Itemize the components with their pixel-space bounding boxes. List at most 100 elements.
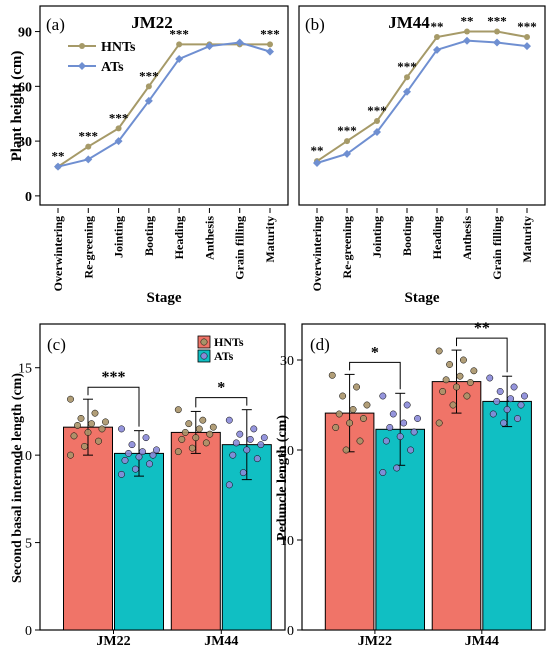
raw-data-point (77, 414, 85, 422)
raw-data-point (149, 451, 157, 459)
bar-at (114, 452, 164, 631)
significance-marker: ** (52, 149, 65, 164)
panel-b-xlabel: Stage (405, 290, 440, 306)
bar-hnt (170, 431, 221, 631)
raw-data-point (142, 434, 150, 442)
raw-data-point (243, 446, 251, 454)
data-point-at (54, 162, 62, 171)
panel-b: (b) JM44 Stage Overwintering Re-greening J… (298, 5, 546, 306)
y-tick-label: 90 (18, 26, 32, 41)
significance-marker: * (371, 344, 379, 361)
data-point-at (493, 38, 501, 47)
y-tick-label: 5 (25, 537, 32, 552)
panel-a-x-ticks: Overwintering Re-greening Jointing Booting H… (51, 208, 277, 291)
raw-data-point (363, 401, 371, 409)
x-tick-label: Booting (142, 216, 156, 256)
panel-a-ylabel: Plant height (cm) (9, 51, 25, 162)
panel-d-ylabel: Peduncle length (cm) (275, 415, 290, 541)
series-line-at (316, 39, 528, 164)
panel-a-xlabel: Stage (147, 290, 182, 306)
raw-data-point (353, 383, 360, 391)
data-point-hnt (404, 74, 410, 81)
raw-data-point (339, 392, 347, 400)
data-point-hnt (434, 34, 440, 41)
raw-data-point (174, 448, 182, 456)
raw-data-point (88, 420, 95, 428)
raw-data-point (449, 401, 457, 409)
panel-d-significance: *** (349, 320, 508, 390)
panel-a-legend: HNTs ATs (68, 40, 136, 75)
data-point-at (235, 38, 244, 47)
raw-data-point (489, 410, 497, 418)
legend-at-label: ATs (101, 60, 124, 75)
data-point-hnt (85, 143, 92, 150)
series-line-at (57, 41, 271, 168)
significance-marker: *** (517, 19, 537, 34)
raw-data-point (188, 444, 196, 452)
bar-hnt (63, 426, 113, 631)
panel-a-y-ticks: 0 30 60 90 (18, 26, 40, 205)
significance-bracket (195, 397, 248, 408)
raw-data-point (125, 449, 132, 457)
panel-c-y-ticks: 0 5 10 15 (18, 362, 40, 639)
raw-data-point (67, 451, 74, 459)
raw-data-point (225, 416, 233, 424)
raw-data-point (253, 455, 261, 463)
data-point-hnt (145, 83, 152, 90)
y-tick-label: 0 (25, 190, 32, 205)
y-tick-label: 30 (18, 135, 32, 150)
panel-c-bars (63, 395, 272, 631)
raw-data-point (460, 356, 467, 364)
data-point-at (205, 42, 214, 51)
significance-marker: ** (461, 14, 474, 29)
x-tick-label: Anthesis (202, 216, 216, 260)
panel-b-title: JM44 (388, 13, 430, 32)
x-tick-label: JM22 (96, 634, 130, 649)
raw-data-point (246, 435, 254, 443)
raw-data-point (503, 406, 511, 413)
significance-marker: *** (397, 59, 417, 74)
legend-c-at-dot (200, 352, 208, 360)
data-point-at (114, 137, 123, 146)
x-tick-label: Maturity (263, 216, 277, 263)
significance-marker: *** (367, 103, 387, 118)
data-point-at (463, 36, 471, 45)
raw-data-point (202, 439, 210, 447)
panel-b-series (313, 28, 531, 168)
y-tick-label: 0 (25, 624, 32, 639)
raw-data-point (410, 428, 418, 436)
raw-data-point (236, 430, 244, 438)
x-tick-label: Jointing (112, 216, 126, 258)
data-point-hnt (524, 34, 530, 41)
raw-data-point (435, 347, 443, 355)
panel-b-x-ticks: Overwintering Re-greening Jointing Booting H… (310, 208, 534, 291)
panel-d-y-ticks: 0 10 20 30 (280, 354, 302, 639)
raw-data-point (260, 434, 268, 442)
raw-data-point (239, 469, 247, 477)
raw-data-point (446, 361, 454, 368)
bar-hnt (431, 381, 482, 631)
data-point-at (266, 47, 274, 56)
data-point-at (343, 149, 351, 158)
x-tick-label: Re-greening (81, 216, 95, 278)
x-tick-label: Overwintering (310, 216, 324, 291)
panel-d-bars (324, 347, 532, 631)
raw-data-point (517, 401, 525, 409)
raw-data-point (74, 421, 81, 429)
data-point-at (175, 54, 184, 63)
raw-data-point (463, 392, 471, 400)
raw-data-point (400, 419, 408, 427)
x-tick-label: Heading (430, 216, 444, 259)
significance-marker: *** (102, 369, 126, 386)
data-point-hnt (267, 41, 273, 48)
panel-d-label: (d) (310, 335, 330, 354)
raw-data-point (500, 419, 508, 427)
y-tick-label: 15 (18, 362, 32, 377)
raw-data-point (496, 388, 504, 395)
raw-data-point (442, 376, 450, 384)
raw-data-point (95, 437, 102, 445)
x-tick-label: Anthesis (460, 216, 474, 260)
raw-data-point (514, 415, 521, 422)
raw-data-point (510, 383, 518, 391)
raw-data-point (91, 409, 99, 417)
